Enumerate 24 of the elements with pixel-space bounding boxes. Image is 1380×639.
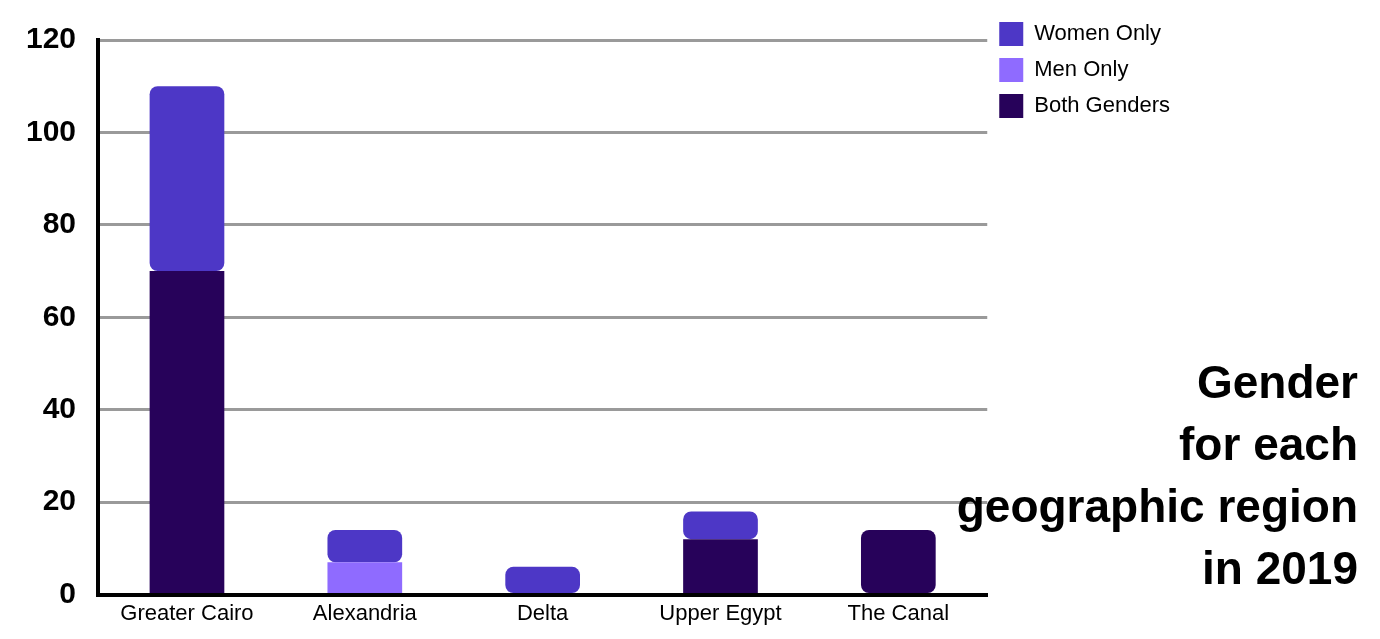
legend-label: Both Genders: [1034, 92, 1170, 118]
bar: [683, 511, 758, 540]
legend-label: Women Only: [1034, 20, 1161, 46]
y-tick-label: 80: [42, 206, 77, 240]
y-tick-label: 100: [25, 113, 77, 147]
bar: [149, 271, 225, 594]
bar: [860, 529, 936, 594]
bar: [327, 529, 403, 563]
y-tick-label: 20: [42, 483, 77, 517]
bar: [327, 562, 403, 594]
y-tick-label: 60: [42, 298, 77, 332]
x-tick-label: The Canal: [847, 599, 950, 625]
y-tick-label: 40: [42, 391, 77, 424]
text: Gender for each geographic region in 2019: [955, 355, 1358, 596]
x-tick-label: Alexandria: [312, 599, 418, 625]
x-tick-label: Greater Cairo: [120, 599, 254, 625]
bar: [149, 86, 225, 272]
y-tick-label: 120: [25, 21, 77, 55]
y-tick-label: 0: [59, 575, 77, 609]
bar: [505, 566, 580, 594]
legend-label: Men Only: [1034, 56, 1129, 82]
x-tick-label: Delta: [516, 599, 570, 625]
x-tick-label: Upper Egypt: [659, 599, 782, 625]
bar: [683, 539, 758, 594]
